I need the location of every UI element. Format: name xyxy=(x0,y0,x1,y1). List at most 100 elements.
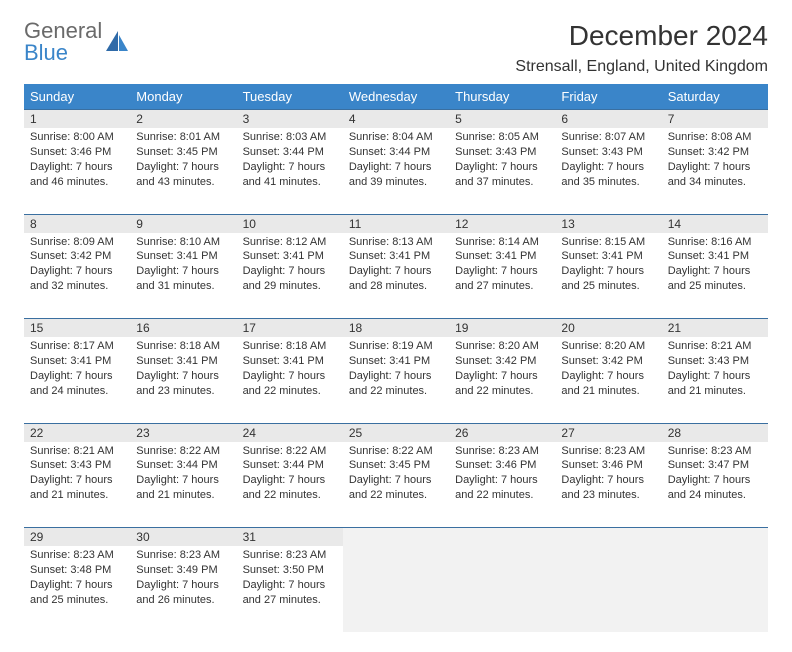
day-data-row: Sunrise: 8:09 AMSunset: 3:42 PMDaylight:… xyxy=(24,233,768,319)
day-number-cell: 7 xyxy=(662,110,768,129)
day-day1: Daylight: 7 hours xyxy=(136,473,230,488)
weekday-header: Thursday xyxy=(449,84,555,110)
day-sunset: Sunset: 3:41 PM xyxy=(243,249,337,264)
day-sunset: Sunset: 3:45 PM xyxy=(349,458,443,473)
day-day1: Daylight: 7 hours xyxy=(243,473,337,488)
day-data-cell xyxy=(662,546,768,632)
day-data-cell: Sunrise: 8:18 AMSunset: 3:41 PMDaylight:… xyxy=(237,337,343,423)
day-number-cell: 15 xyxy=(24,319,130,338)
day-day2: and 21 minutes. xyxy=(136,488,230,503)
weekday-header: Friday xyxy=(555,84,661,110)
day-sunset: Sunset: 3:43 PM xyxy=(30,458,124,473)
day-sunrise: Sunrise: 8:18 AM xyxy=(136,339,230,354)
day-day2: and 21 minutes. xyxy=(561,384,655,399)
day-data-cell xyxy=(555,546,661,632)
day-sunrise: Sunrise: 8:21 AM xyxy=(30,444,124,459)
day-number-cell: 13 xyxy=(555,214,661,233)
logo: General Blue xyxy=(24,20,130,64)
day-day2: and 46 minutes. xyxy=(30,175,124,190)
day-day1: Daylight: 7 hours xyxy=(349,369,443,384)
day-number-cell: 9 xyxy=(130,214,236,233)
day-day2: and 27 minutes. xyxy=(455,279,549,294)
day-sunset: Sunset: 3:50 PM xyxy=(243,563,337,578)
day-day1: Daylight: 7 hours xyxy=(136,160,230,175)
day-number-cell: 12 xyxy=(449,214,555,233)
day-day1: Daylight: 7 hours xyxy=(30,160,124,175)
day-number-cell: 27 xyxy=(555,423,661,442)
day-data-cell: Sunrise: 8:23 AMSunset: 3:48 PMDaylight:… xyxy=(24,546,130,632)
day-sunset: Sunset: 3:42 PM xyxy=(455,354,549,369)
day-day1: Daylight: 7 hours xyxy=(455,160,549,175)
weekday-header: Saturday xyxy=(662,84,768,110)
day-sunrise: Sunrise: 8:10 AM xyxy=(136,235,230,250)
day-number-cell: 8 xyxy=(24,214,130,233)
day-data-cell: Sunrise: 8:21 AMSunset: 3:43 PMDaylight:… xyxy=(662,337,768,423)
day-day1: Daylight: 7 hours xyxy=(561,473,655,488)
day-data-cell: Sunrise: 8:20 AMSunset: 3:42 PMDaylight:… xyxy=(449,337,555,423)
day-data-cell: Sunrise: 8:13 AMSunset: 3:41 PMDaylight:… xyxy=(343,233,449,319)
day-data-cell: Sunrise: 8:05 AMSunset: 3:43 PMDaylight:… xyxy=(449,128,555,214)
day-sunrise: Sunrise: 8:07 AM xyxy=(561,130,655,145)
day-sunset: Sunset: 3:43 PM xyxy=(455,145,549,160)
header: General Blue December 2024 Strensall, En… xyxy=(24,20,768,76)
day-sunset: Sunset: 3:47 PM xyxy=(668,458,762,473)
day-day2: and 25 minutes. xyxy=(30,593,124,608)
day-sunset: Sunset: 3:41 PM xyxy=(561,249,655,264)
day-number-cell: 10 xyxy=(237,214,343,233)
day-sunset: Sunset: 3:48 PM xyxy=(30,563,124,578)
day-number-cell: 6 xyxy=(555,110,661,129)
day-day1: Daylight: 7 hours xyxy=(30,369,124,384)
day-sunrise: Sunrise: 8:05 AM xyxy=(455,130,549,145)
day-sunset: Sunset: 3:46 PM xyxy=(30,145,124,160)
day-sunrise: Sunrise: 8:23 AM xyxy=(455,444,549,459)
day-sunrise: Sunrise: 8:17 AM xyxy=(30,339,124,354)
day-day1: Daylight: 7 hours xyxy=(30,473,124,488)
day-sunrise: Sunrise: 8:20 AM xyxy=(561,339,655,354)
day-number-row: 891011121314 xyxy=(24,214,768,233)
day-sunrise: Sunrise: 8:21 AM xyxy=(668,339,762,354)
day-data-cell: Sunrise: 8:01 AMSunset: 3:45 PMDaylight:… xyxy=(130,128,236,214)
day-sunset: Sunset: 3:42 PM xyxy=(30,249,124,264)
day-number-row: 293031 xyxy=(24,528,768,547)
day-day1: Daylight: 7 hours xyxy=(30,578,124,593)
day-sunset: Sunset: 3:49 PM xyxy=(136,563,230,578)
logo-line2: Blue xyxy=(24,40,68,65)
day-number-cell: 14 xyxy=(662,214,768,233)
weekday-header: Tuesday xyxy=(237,84,343,110)
day-sunrise: Sunrise: 8:23 AM xyxy=(561,444,655,459)
day-day2: and 31 minutes. xyxy=(136,279,230,294)
day-number-cell: 28 xyxy=(662,423,768,442)
day-day2: and 22 minutes. xyxy=(455,384,549,399)
day-number-cell: 5 xyxy=(449,110,555,129)
day-sunset: Sunset: 3:43 PM xyxy=(561,145,655,160)
day-number-cell xyxy=(662,528,768,547)
day-sunrise: Sunrise: 8:15 AM xyxy=(561,235,655,250)
day-sunrise: Sunrise: 8:14 AM xyxy=(455,235,549,250)
day-sunrise: Sunrise: 8:09 AM xyxy=(30,235,124,250)
day-sunrise: Sunrise: 8:00 AM xyxy=(30,130,124,145)
day-day1: Daylight: 7 hours xyxy=(30,264,124,279)
day-day2: and 34 minutes. xyxy=(668,175,762,190)
day-number-cell xyxy=(555,528,661,547)
day-number-cell: 4 xyxy=(343,110,449,129)
day-sunset: Sunset: 3:43 PM xyxy=(668,354,762,369)
day-sunrise: Sunrise: 8:23 AM xyxy=(136,548,230,563)
day-sunset: Sunset: 3:45 PM xyxy=(136,145,230,160)
day-data-cell: Sunrise: 8:23 AMSunset: 3:46 PMDaylight:… xyxy=(555,442,661,528)
day-day2: and 21 minutes. xyxy=(668,384,762,399)
day-sunrise: Sunrise: 8:18 AM xyxy=(243,339,337,354)
day-data-cell: Sunrise: 8:18 AMSunset: 3:41 PMDaylight:… xyxy=(130,337,236,423)
day-data-cell: Sunrise: 8:19 AMSunset: 3:41 PMDaylight:… xyxy=(343,337,449,423)
day-number-row: 1234567 xyxy=(24,110,768,129)
day-data-cell: Sunrise: 8:15 AMSunset: 3:41 PMDaylight:… xyxy=(555,233,661,319)
day-sunset: Sunset: 3:41 PM xyxy=(349,354,443,369)
day-number-cell xyxy=(449,528,555,547)
day-data-row: Sunrise: 8:00 AMSunset: 3:46 PMDaylight:… xyxy=(24,128,768,214)
day-data-cell: Sunrise: 8:23 AMSunset: 3:49 PMDaylight:… xyxy=(130,546,236,632)
day-number-cell: 23 xyxy=(130,423,236,442)
day-data-cell: Sunrise: 8:08 AMSunset: 3:42 PMDaylight:… xyxy=(662,128,768,214)
day-sunrise: Sunrise: 8:13 AM xyxy=(349,235,443,250)
day-sunrise: Sunrise: 8:22 AM xyxy=(243,444,337,459)
day-number-cell: 20 xyxy=(555,319,661,338)
day-data-cell: Sunrise: 8:17 AMSunset: 3:41 PMDaylight:… xyxy=(24,337,130,423)
